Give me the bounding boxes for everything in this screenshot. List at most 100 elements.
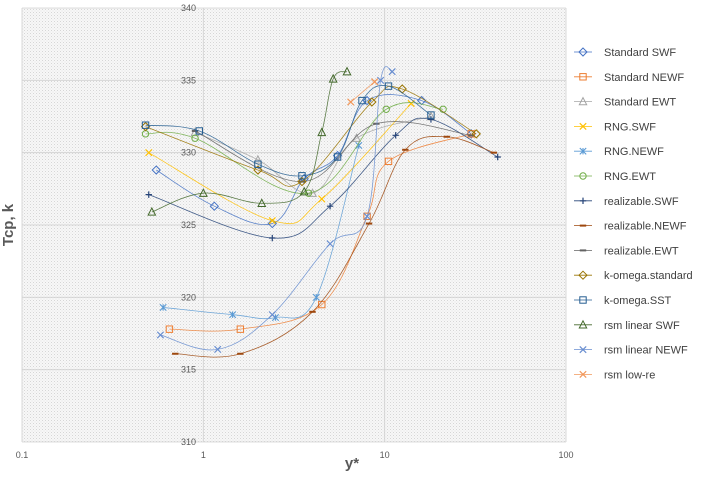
y-axis-title: Tcp, k: [0, 203, 17, 246]
data-point: [253, 154, 263, 164]
legend-label: realizable.NEWF: [604, 221, 687, 233]
data-point: [236, 325, 245, 333]
legend-marker: [578, 47, 588, 57]
legend-marker: [579, 197, 587, 204]
x-tick-label: 0.1: [16, 450, 29, 460]
data-point: [427, 111, 435, 119]
data-point: [382, 105, 390, 113]
data-point: [195, 127, 203, 135]
legend-marker: [579, 224, 587, 227]
data-point: [304, 189, 313, 197]
legend-item: rsm low-re: [574, 369, 655, 381]
legend-marker: [578, 96, 588, 106]
data-point: [297, 176, 307, 187]
legend-label: RNG.SWF: [604, 121, 656, 133]
data-point: [309, 310, 316, 313]
x-axis-title: y*: [345, 455, 359, 472]
series-line: [156, 94, 472, 225]
data-point: [147, 206, 157, 216]
legend-item: RNG.NEWF: [574, 146, 664, 158]
data-point: [373, 122, 380, 125]
legend-marker: [579, 345, 587, 354]
y-axis-ticks: 310 315 320 325 330 335 340: [181, 3, 196, 447]
data-point: [333, 153, 342, 161]
data-point: [362, 95, 372, 106]
legend-label: Standard SWF: [604, 47, 676, 59]
series-line: [145, 85, 477, 187]
legend-marker: [579, 249, 587, 252]
legend-marker: [578, 270, 588, 280]
data-point: [326, 240, 334, 248]
legend-label: rsm linear NEWF: [604, 345, 688, 357]
legend-label: realizable.SWF: [604, 196, 679, 208]
y-tick-label: 335: [181, 75, 196, 85]
series-line: [148, 117, 498, 239]
data-point: [198, 188, 208, 197]
legend-label: k-omega.SST: [604, 295, 672, 307]
data-point: [298, 172, 306, 180]
y-tick-label: 340: [181, 3, 196, 13]
data-point: [384, 157, 393, 166]
legend-marker: [579, 296, 587, 304]
gridlines: [21, 7, 567, 443]
legend-label: RNG.NEWF: [604, 146, 664, 158]
legend-item: RNG.SWF: [574, 121, 656, 133]
legend-label: realizable.EWT: [604, 245, 679, 257]
legend-item: realizable.NEWF: [574, 221, 687, 233]
data-point: [253, 165, 263, 175]
legend-item: Standard EWT: [574, 96, 676, 109]
data-point: [214, 345, 222, 354]
x-axis-ticks: 0.1 1 10 100: [16, 450, 574, 460]
data-point: [490, 151, 498, 154]
data-point: [402, 148, 409, 151]
legend-marker: [579, 147, 587, 155]
data-point: [467, 134, 475, 137]
legend: Standard SWF Standard NEWF Standard EWT RNG…: [574, 47, 693, 381]
data-point: [416, 95, 427, 106]
data-point: [156, 331, 165, 339]
series-realizable-newf: [172, 135, 498, 358]
series-k-omega-standard: [140, 84, 481, 187]
data-point: [384, 82, 393, 90]
data-point: [145, 149, 153, 157]
series-line: [151, 71, 348, 213]
data-point: [159, 303, 167, 312]
data-point: [365, 222, 373, 225]
data-point: [318, 195, 326, 203]
legend-item: realizable.SWF: [574, 196, 679, 208]
legend-label: Standard NEWF: [604, 72, 684, 84]
data-point: [358, 96, 366, 105]
data-point: [151, 165, 161, 175]
data-point: [392, 132, 399, 139]
data-point: [388, 68, 396, 76]
data-point: [165, 325, 174, 333]
legend-marker: [579, 370, 587, 379]
y-tick-label: 310: [181, 437, 196, 447]
data-point: [257, 198, 267, 207]
data-point: [443, 135, 450, 138]
data-point: [312, 293, 320, 301]
data-point: [439, 105, 447, 113]
data-point: [268, 217, 276, 225]
series: [140, 66, 501, 358]
x-tick-label: 10: [380, 450, 390, 460]
y-tick-label: 325: [181, 220, 196, 230]
data-point: [471, 129, 481, 139]
data-point: [191, 134, 199, 142]
x-tick-label: 100: [558, 450, 573, 460]
data-point: [370, 78, 379, 86]
series-line: [163, 145, 360, 320]
data-point: [299, 186, 309, 196]
legend-item: Standard SWF: [574, 47, 676, 59]
legend-item: RNG.EWT: [574, 171, 656, 183]
y-tick-label: 330: [181, 148, 196, 158]
legend-item: rsm linear NEWF: [574, 345, 688, 357]
series-line: [145, 102, 444, 194]
data-point: [427, 116, 435, 123]
legend-label: rsm low-re: [604, 369, 655, 381]
series-k-omega-sst: [141, 82, 435, 180]
data-point: [269, 234, 276, 242]
legend-marker: [579, 172, 587, 180]
x-tick-label: 1: [201, 450, 206, 460]
